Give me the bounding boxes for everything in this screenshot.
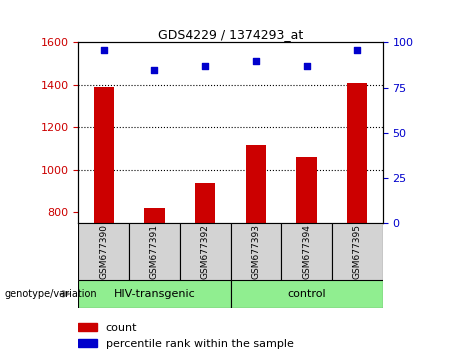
Bar (129, 223, 180, 280)
Bar (94, 87, 114, 223)
Point (303, 63, 310, 69)
Bar (78, 223, 129, 280)
Text: percentile rank within the sample: percentile rank within the sample (106, 339, 294, 349)
Text: GSM677392: GSM677392 (201, 224, 210, 279)
Point (201, 63, 209, 69)
Bar (230, 280, 383, 308)
Bar (78, 280, 230, 308)
Bar (246, 145, 266, 223)
Text: GSM677393: GSM677393 (251, 224, 260, 279)
Bar (78, 339, 97, 347)
Text: GSM677395: GSM677395 (353, 224, 362, 279)
Text: count: count (106, 323, 137, 333)
Bar (281, 223, 332, 280)
Bar (144, 208, 165, 223)
Point (354, 47, 361, 52)
Text: genotype/variation: genotype/variation (5, 289, 97, 299)
Text: control: control (287, 289, 326, 299)
Bar (195, 183, 215, 223)
Bar (78, 323, 97, 331)
Bar (332, 223, 383, 280)
Bar (347, 83, 367, 223)
Bar (296, 157, 317, 223)
Text: GSM677394: GSM677394 (302, 224, 311, 279)
Title: GDS4229 / 1374293_at: GDS4229 / 1374293_at (158, 28, 303, 41)
Text: GSM677390: GSM677390 (99, 224, 108, 279)
Point (100, 47, 107, 52)
Point (252, 58, 260, 63)
Bar (230, 223, 281, 280)
Text: HIV-transgenic: HIV-transgenic (113, 289, 195, 299)
Text: GSM677391: GSM677391 (150, 224, 159, 279)
Point (151, 67, 158, 73)
Bar (180, 223, 230, 280)
